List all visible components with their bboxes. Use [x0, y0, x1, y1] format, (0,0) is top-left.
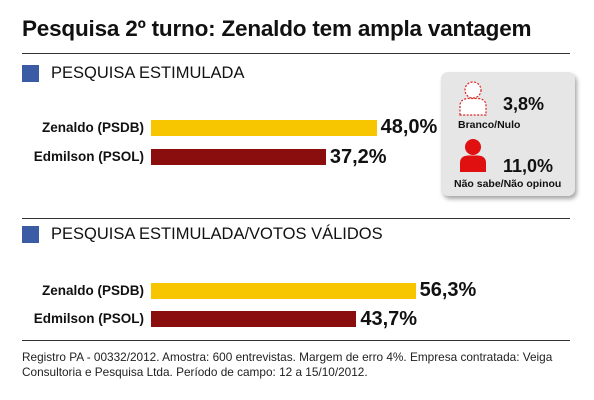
nao-sabe-value: 11,0% [503, 156, 554, 176]
section-square-icon [22, 225, 39, 243]
section-title-votos-validos: PESQUISA ESTIMULADA/VOTOS VÁLIDOS [51, 224, 383, 243]
section-divider [22, 218, 570, 219]
row-label-zenaldo-1: Zenaldo (PSDB) [41, 120, 144, 135]
bar-value-zenaldo-2: 56,3% [419, 279, 477, 301]
branco-value: 3,8% [503, 94, 545, 114]
section-header-estimulada: PESQUISA ESTIMULADA [22, 64, 244, 82]
row-label-edmilson-1: Edmilson (PSOL) [33, 149, 144, 164]
footnote-divider [22, 340, 570, 341]
bar-edmilson-1 [151, 149, 326, 165]
person-outline-icon [459, 81, 487, 116]
person-outline-head [464, 81, 482, 99]
section-square-icon [22, 64, 39, 82]
section-title-estimulada: PESQUISA ESTIMULADA [51, 63, 245, 82]
bar-zenaldo-2 [151, 283, 416, 299]
row-label-edmilson-2: Edmilson (PSOL) [33, 311, 144, 326]
undecided-box: 3,8% Branco/Nulo 11,0% Não sabe/Não opin… [441, 72, 575, 196]
title-divider [22, 53, 570, 54]
person-filled-body [460, 155, 486, 172]
person-filled-head [465, 139, 481, 155]
bar-value-edmilson-1: 37,2% [329, 146, 387, 168]
row-label-zenaldo-2: Zenaldo (PSDB) [41, 283, 144, 298]
nao-sabe-label: Não sabe/Não opinou [454, 178, 562, 190]
footnote: Registro PA - 00332/2012. Amostra: 600 e… [22, 350, 553, 379]
person-outline-body [459, 97, 487, 116]
bar-value-edmilson-2: 43,7% [360, 308, 418, 330]
page-title: Pesquisa 2º turno: Zenaldo tem ampla van… [22, 16, 532, 41]
bar-edmilson-2 [151, 311, 357, 327]
bar-value-zenaldo-1: 48,0% [380, 116, 438, 138]
bar-zenaldo-1 [151, 120, 377, 136]
section-header-votos-validos: PESQUISA ESTIMULADA/VOTOS VÁLIDOS [22, 225, 383, 243]
person-filled-icon [460, 139, 486, 172]
branco-label: Branco/Nulo [458, 119, 521, 131]
